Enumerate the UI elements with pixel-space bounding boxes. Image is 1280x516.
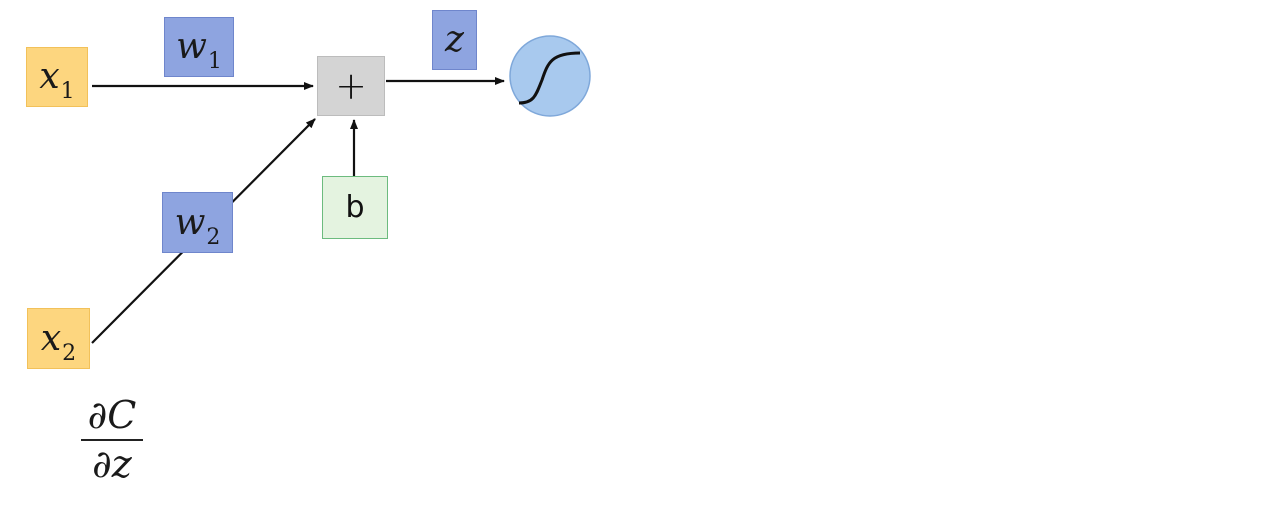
- derivative-fraction: ∂C ∂z: [80, 393, 144, 486]
- activation-neuron: [509, 35, 591, 117]
- bias-label: b: [345, 190, 365, 225]
- sigmoid-curve-icon: [518, 51, 581, 105]
- sum-node: +: [317, 56, 385, 116]
- input-x1-label: x1: [39, 56, 75, 104]
- z-node: z: [432, 10, 477, 70]
- sum-symbol: +: [335, 64, 367, 108]
- weight-w2-label: w2: [174, 201, 221, 250]
- input-x1-node: x1: [26, 47, 88, 107]
- weight-w1-label: w1: [176, 26, 222, 74]
- input-x2-node: x2: [27, 308, 90, 369]
- input-x2-label: x2: [40, 317, 77, 366]
- bias-node: b: [322, 176, 388, 239]
- derivative-numerator: ∂C: [87, 393, 137, 437]
- weight-w2-node: w2: [162, 192, 233, 253]
- weight-w1-node: w1: [164, 17, 234, 77]
- z-label: z: [445, 19, 464, 60]
- derivative-denominator: ∂z: [92, 441, 132, 486]
- fraction-bar: [81, 438, 143, 441]
